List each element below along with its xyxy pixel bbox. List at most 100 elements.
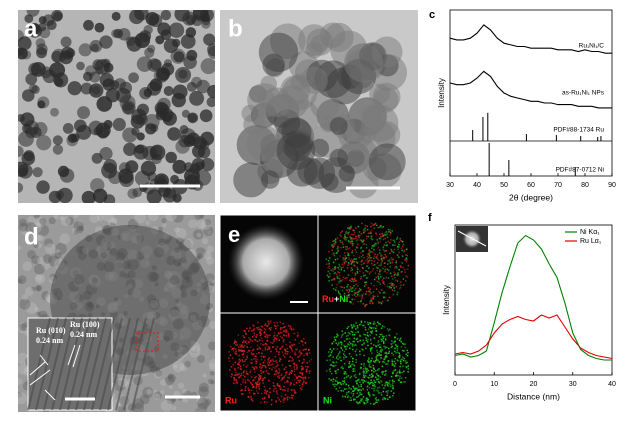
map-dot <box>287 396 289 398</box>
map-dot <box>354 325 356 328</box>
map-dot <box>380 302 383 305</box>
map-dot <box>345 230 348 233</box>
particle <box>180 34 196 49</box>
texture <box>99 241 109 250</box>
map-dot <box>378 302 380 304</box>
map-dot <box>370 237 372 239</box>
map-dot <box>351 298 354 301</box>
map-dot <box>334 272 337 274</box>
texture <box>113 297 119 302</box>
texture <box>102 224 114 236</box>
map-dot <box>246 356 249 359</box>
map-dot <box>242 393 244 395</box>
map-dot <box>302 382 304 385</box>
map-dot <box>241 341 244 344</box>
map-dot <box>363 243 366 245</box>
map-dot <box>387 381 389 384</box>
map-dot <box>352 260 354 263</box>
map-dot <box>362 376 365 379</box>
map-dot <box>335 357 338 359</box>
map-dot <box>367 381 369 384</box>
texture <box>204 398 212 406</box>
map-dot <box>364 305 366 308</box>
map-dot <box>398 339 401 342</box>
map-dot <box>370 282 373 285</box>
map-dot <box>382 235 384 237</box>
particle <box>57 165 70 178</box>
microscopy-images <box>18 10 488 412</box>
map-dot <box>360 363 363 365</box>
map-dot <box>350 375 353 378</box>
texture <box>197 397 210 410</box>
x-tick-label: 40 <box>608 381 616 388</box>
map-dot <box>375 399 378 401</box>
texture <box>134 279 144 289</box>
map-dot <box>269 387 271 390</box>
map-dot <box>382 248 385 250</box>
map-dot <box>356 389 359 391</box>
map-dot <box>292 394 295 397</box>
map-dot <box>286 381 288 383</box>
map-dot <box>329 348 331 351</box>
map-dot <box>264 355 266 358</box>
map-dot <box>355 331 357 334</box>
map-dot <box>259 334 262 337</box>
texture <box>190 289 198 297</box>
texture <box>59 233 71 245</box>
map-dot <box>281 364 284 366</box>
map-dot <box>365 337 367 339</box>
particle <box>162 111 177 126</box>
map-dot <box>406 361 408 364</box>
map-dot <box>330 279 333 281</box>
map-dot <box>392 388 394 390</box>
map-dot <box>251 382 253 385</box>
map-dot <box>360 256 363 258</box>
map-dot <box>374 295 376 298</box>
map-dot <box>251 362 253 364</box>
map-dot <box>268 394 270 396</box>
map-dot <box>305 353 307 355</box>
map-dot <box>338 342 340 344</box>
particle <box>150 58 162 71</box>
map-dot <box>300 353 302 355</box>
map-dot <box>244 389 246 392</box>
map-dot <box>371 327 373 329</box>
map-dot <box>268 379 270 381</box>
map-dot <box>277 364 279 366</box>
map-dot <box>350 301 352 304</box>
map-dot <box>251 384 253 386</box>
particle <box>123 142 137 156</box>
map-dot <box>395 344 397 346</box>
texture <box>36 274 43 282</box>
map-dot <box>274 325 276 328</box>
particle <box>42 14 55 27</box>
map-dot <box>369 322 372 324</box>
map-dot <box>351 272 354 274</box>
map-dot <box>352 390 354 393</box>
map-dot <box>368 252 371 254</box>
particle <box>105 88 120 103</box>
map-dot <box>294 351 296 354</box>
map-dot <box>351 240 353 242</box>
texture <box>73 220 84 231</box>
map-dot <box>343 237 346 239</box>
aggregate <box>310 138 330 158</box>
panel-label: c <box>429 9 435 21</box>
legend-label: Ru Lα₁ <box>580 238 602 245</box>
map-dot <box>404 259 406 261</box>
map-dot <box>353 229 355 232</box>
map-dot <box>297 379 299 382</box>
map-dot <box>251 397 253 400</box>
texture <box>180 311 189 320</box>
map-dot <box>379 346 382 349</box>
map-dot <box>337 290 340 292</box>
map-dot <box>365 368 367 370</box>
map-dot <box>374 323 376 325</box>
map-dot <box>349 286 352 288</box>
map-dot <box>385 381 387 383</box>
map-dot <box>348 226 351 229</box>
map-dot <box>397 248 399 250</box>
map-dot <box>326 359 328 362</box>
map-dot <box>334 267 337 270</box>
map-dot <box>379 376 382 378</box>
